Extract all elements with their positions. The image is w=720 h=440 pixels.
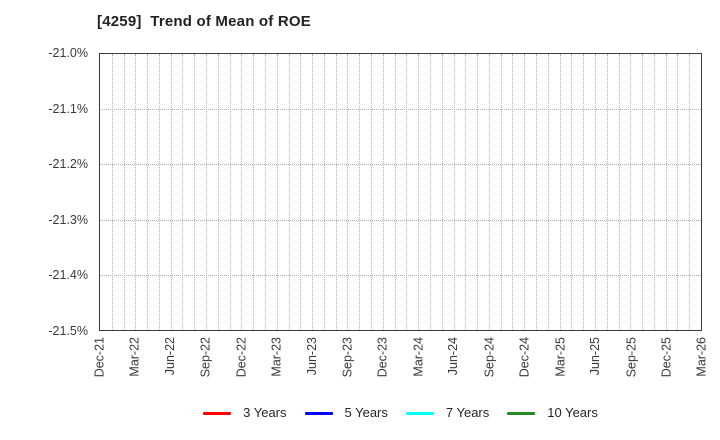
vertical-gridline bbox=[241, 54, 243, 330]
legend-item-10-years: 10 Years bbox=[507, 405, 598, 421]
x-tick-label: Mar-22 bbox=[127, 337, 142, 377]
vertical-gridline bbox=[583, 54, 585, 330]
horizontal-gridline bbox=[100, 109, 701, 111]
vertical-gridline bbox=[606, 54, 608, 330]
vertical-gridline bbox=[547, 54, 549, 330]
vertical-gridline bbox=[594, 54, 596, 330]
y-tick-label: -21.3% bbox=[48, 212, 88, 227]
x-tick-label: Jun-22 bbox=[162, 337, 177, 376]
legend-label: 5 Years bbox=[344, 405, 388, 420]
vertical-gridline bbox=[253, 54, 255, 330]
vertical-gridline bbox=[135, 54, 137, 330]
vertical-gridline bbox=[335, 54, 337, 330]
horizontal-gridline bbox=[100, 274, 701, 276]
legend-line-icon bbox=[405, 411, 434, 415]
vertical-gridline bbox=[206, 54, 208, 330]
vertical-gridline bbox=[653, 54, 655, 330]
vertical-gridline bbox=[571, 54, 573, 330]
horizontal-gridline bbox=[100, 164, 701, 166]
legend-line-icon bbox=[507, 411, 536, 415]
x-tick-label: Dec-22 bbox=[233, 337, 248, 378]
vertical-gridline bbox=[229, 54, 231, 330]
vertical-gridline bbox=[394, 54, 396, 330]
vertical-gridline bbox=[453, 54, 455, 330]
vertical-gridline bbox=[158, 54, 160, 330]
vertical-gridline bbox=[264, 54, 266, 330]
vertical-gridline bbox=[429, 54, 431, 330]
horizontal-gridline bbox=[100, 219, 701, 221]
x-tick-label: Dec-24 bbox=[517, 337, 532, 378]
vertical-gridline bbox=[665, 54, 667, 330]
x-tick-label: Dec-21 bbox=[92, 337, 106, 378]
vertical-gridline bbox=[536, 54, 538, 330]
vertical-gridline bbox=[300, 54, 302, 330]
legend: 3 Years 5 Years 7 Years 10 Years bbox=[99, 403, 702, 423]
vertical-gridline bbox=[618, 54, 620, 330]
vertical-gridline bbox=[276, 54, 278, 330]
legend-item-3-years: 3 Years bbox=[203, 405, 287, 421]
vertical-gridline bbox=[288, 54, 290, 330]
vertical-gridline bbox=[477, 54, 479, 330]
vertical-gridline bbox=[465, 54, 467, 330]
x-tick-label: Jun-23 bbox=[304, 337, 319, 376]
vertical-gridline bbox=[689, 54, 691, 330]
x-tick-label: Sep-24 bbox=[482, 337, 497, 378]
legend-label: 10 Years bbox=[547, 405, 598, 420]
legend-line-icon bbox=[203, 411, 232, 415]
vertical-gridline bbox=[441, 54, 443, 330]
vertical-gridline bbox=[371, 54, 373, 330]
vertical-gridline bbox=[677, 54, 679, 330]
legend-line-icon bbox=[304, 411, 333, 415]
vertical-gridline bbox=[194, 54, 196, 330]
x-tick-label: Jun-25 bbox=[588, 337, 603, 376]
y-tick-label: -21.4% bbox=[48, 268, 88, 283]
legend-item-7-years: 7 Years bbox=[405, 405, 490, 421]
vertical-gridline bbox=[323, 54, 325, 330]
vertical-gridline bbox=[418, 54, 420, 330]
vertical-gridline bbox=[147, 54, 149, 330]
vertical-gridline bbox=[559, 54, 561, 330]
legend-label: 7 Years bbox=[445, 405, 490, 420]
vertical-gridline bbox=[512, 54, 514, 330]
vertical-gridline bbox=[382, 54, 384, 330]
vertical-gridline bbox=[123, 54, 125, 330]
vertical-gridline bbox=[111, 54, 113, 330]
vertical-gridline bbox=[642, 54, 644, 330]
vertical-gridline bbox=[182, 54, 184, 330]
legend-label: 3 Years bbox=[243, 405, 287, 420]
vertical-gridline bbox=[312, 54, 314, 330]
vertical-gridline bbox=[500, 54, 502, 330]
vertical-gridline bbox=[630, 54, 632, 330]
y-tick-label: -21.5% bbox=[48, 324, 88, 338]
chart-title: [4259] Trend of Mean of ROE bbox=[97, 13, 311, 30]
vertical-gridline bbox=[488, 54, 490, 330]
x-tick-label: Sep-25 bbox=[624, 337, 639, 378]
plot-area bbox=[99, 53, 702, 331]
x-tick-label: Mar-23 bbox=[269, 337, 284, 377]
x-tick-label: Sep-23 bbox=[340, 337, 355, 378]
vertical-gridline bbox=[406, 54, 408, 330]
legend-item-5-years: 5 Years bbox=[304, 405, 388, 421]
y-tick-label: -21.2% bbox=[48, 157, 88, 172]
x-tick-label: Jun-24 bbox=[446, 337, 461, 376]
x-tick-label: Mar-25 bbox=[553, 337, 568, 377]
y-tick-label: -21.0% bbox=[48, 46, 88, 60]
y-tick-label: -21.1% bbox=[48, 101, 88, 116]
vertical-gridline bbox=[170, 54, 172, 330]
x-tick-label: Sep-22 bbox=[198, 337, 213, 378]
vertical-gridline bbox=[347, 54, 349, 330]
x-tick-label: Mar-24 bbox=[411, 337, 426, 377]
x-tick-label: Mar-26 bbox=[695, 337, 709, 377]
vertical-gridline bbox=[217, 54, 219, 330]
vertical-gridline bbox=[359, 54, 361, 330]
vertical-gridline bbox=[524, 54, 526, 330]
x-tick-label: Dec-25 bbox=[659, 337, 674, 378]
x-tick-label: Dec-23 bbox=[375, 337, 390, 378]
